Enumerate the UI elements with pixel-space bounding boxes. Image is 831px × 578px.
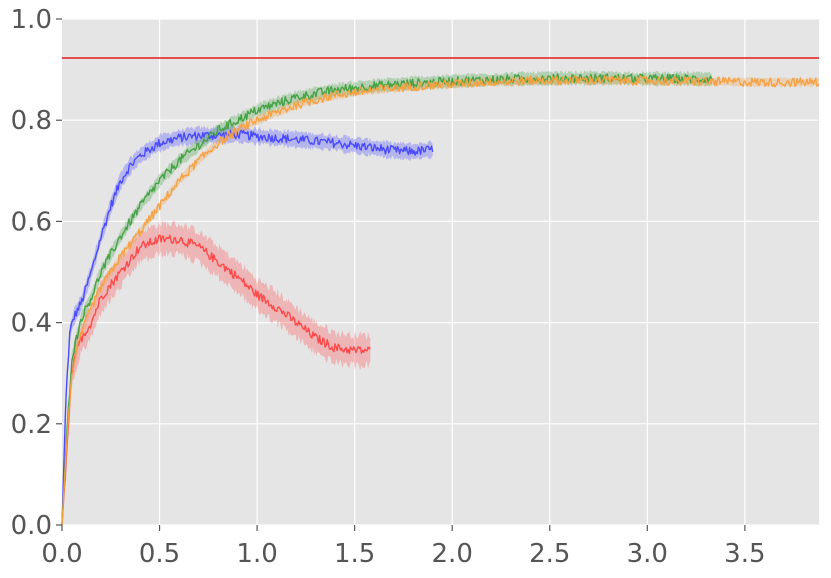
x-tick-label: 3.0: [627, 539, 668, 569]
y-tick-label: 0.4: [11, 309, 52, 339]
series-line-0: [61, 129, 434, 526]
x-tick-label: 1.0: [236, 539, 277, 569]
y-tick-label: 1.0: [11, 5, 52, 35]
series-line-3: [61, 75, 820, 526]
gridlines: [62, 18, 819, 526]
y-tick-label: 0.0: [11, 511, 52, 541]
x-tick-label: 0.0: [41, 539, 82, 569]
series-lines: [61, 73, 820, 526]
x-tick-label: 1.5: [334, 539, 375, 569]
x-tick-label: 2.0: [432, 539, 473, 569]
series-line-1: [61, 234, 371, 526]
x-tick-label: 2.5: [529, 539, 570, 569]
x-tick-label: 3.5: [724, 539, 765, 569]
x-tick-label: 0.5: [139, 539, 180, 569]
plot-background: [62, 19, 819, 525]
y-tick-label: 0.8: [11, 106, 52, 136]
y-axis-ticks: 0.0 0.2 0.4 0.6 0.8 1.0: [11, 5, 62, 541]
x-axis-ticks: 0.0 0.5 1.0 1.5 2.0 2.5 3.0 3.5: [41, 525, 766, 569]
y-tick-label: 0.6: [11, 207, 52, 237]
y-tick-label: 0.2: [11, 410, 52, 440]
